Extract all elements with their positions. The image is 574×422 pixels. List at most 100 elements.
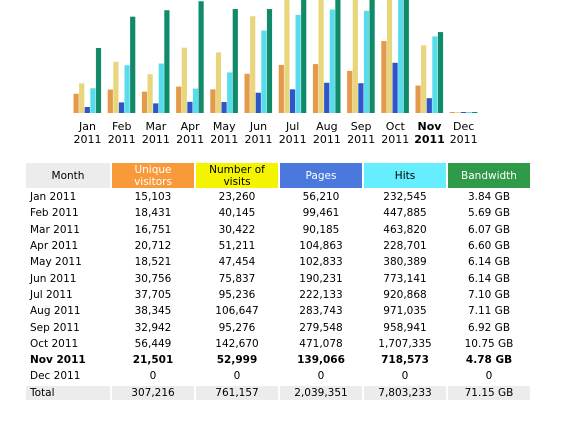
month-label: Jun (249, 120, 267, 133)
bar (398, 0, 404, 113)
bar (147, 74, 153, 113)
cell: 52,999 (216, 354, 258, 367)
total-cell: 2,039,351 (280, 385, 362, 400)
bar (130, 16, 136, 113)
cell: 47,454 (218, 256, 256, 269)
cell: Oct 2011 (30, 337, 79, 350)
month-label: Oct (386, 120, 406, 133)
year-label: 2011 (176, 133, 204, 146)
cell: 0 (149, 370, 157, 383)
month-row: Aug 2011 38,345 106,647 283,743 971,035 7.11 … (26, 304, 530, 318)
monthly-chart: Jan2011Feb2011Mar2011Apr2011May2011Jun20… (73, 0, 478, 146)
cell: 773,141 (383, 272, 427, 285)
cell: 10.75 GB (464, 337, 514, 350)
cell: 18,431 (134, 207, 172, 220)
cell: 37,705 (134, 288, 172, 301)
cell: 4.78 GB (465, 354, 513, 367)
cell: 40,145 (218, 207, 256, 220)
cell: Dec 2011 (30, 370, 81, 383)
cell: Nov 2011 (30, 354, 86, 367)
month-row: Jul 2011 37,705 95,236 222,133 920,868 7.10 G… (26, 288, 530, 302)
year-label: 2011 (108, 133, 136, 146)
bar (449, 112, 455, 113)
year-label: 2011 (279, 133, 307, 146)
cell: 380,389 (383, 256, 427, 269)
bar (466, 112, 472, 113)
cell: 0 (317, 370, 325, 383)
bar (73, 93, 79, 113)
bar (392, 62, 398, 113)
month-row: Oct 2011 56,449 142,670 471,078 1,707,335 10.… (26, 337, 530, 351)
month-row: Nov 2011 21,501 52,999 139,066 718,573 4.78 G… (26, 353, 530, 367)
month-row: Jan 2011 15,103 23,260 56,210 232,545 3.84 GB (26, 190, 530, 204)
bar (95, 47, 102, 113)
cell: 21,501 (132, 354, 174, 367)
cell: Mar 2011 (30, 223, 80, 236)
bar (90, 88, 96, 113)
bar (198, 1, 204, 113)
bar (227, 72, 233, 113)
year-label: 2011 (210, 133, 238, 146)
cell: 0 (233, 370, 241, 383)
cell: 228,701 (383, 240, 427, 253)
year-label: 2011 (74, 133, 102, 146)
bar (261, 30, 267, 114)
cell: 463,820 (383, 223, 427, 236)
month-label: Nov (418, 120, 443, 133)
header-cell: Number of visits (196, 163, 278, 188)
total-cell: Total (26, 385, 110, 400)
bar (84, 107, 90, 113)
cell: 222,133 (299, 288, 343, 301)
monthly-table: Month Unique visitors Number of visits Page… (24, 161, 532, 402)
bar (415, 85, 421, 113)
bar (347, 70, 353, 113)
total-cell: 761,157 (196, 385, 278, 400)
cell: Aug 2011 (30, 305, 81, 318)
bar (164, 10, 170, 113)
bar (432, 36, 438, 113)
year-label: 2011 (414, 133, 445, 146)
bar (301, 0, 307, 113)
header-cell: Pages (280, 163, 362, 188)
header-cell: Month (26, 163, 110, 188)
cell: Jul 2011 (30, 288, 73, 301)
cell: 920,868 (383, 288, 427, 301)
bar (181, 47, 187, 114)
bar (472, 112, 478, 113)
bar (210, 89, 216, 113)
bar (335, 0, 341, 114)
bar (284, 0, 290, 113)
month-row: Mar 2011 16,751 30,422 90,185 463,820 6.07 GB (26, 223, 530, 237)
bar (192, 88, 199, 113)
cell: 56,449 (134, 337, 172, 350)
bar (124, 65, 130, 113)
cell: 7.10 GB (467, 288, 511, 301)
month-label: Jul (285, 120, 299, 133)
cell: 232,545 (383, 191, 427, 204)
cell: 7.11 GB (467, 305, 511, 318)
bar (363, 10, 370, 114)
year-label: 2011 (381, 133, 409, 146)
cell: 0 (485, 370, 493, 383)
bar (403, 0, 409, 113)
cell: Apr 2011 (30, 240, 79, 253)
bar (113, 61, 119, 113)
bar (266, 9, 273, 114)
bar (312, 64, 319, 113)
month-label: Aug (316, 120, 337, 133)
bar (437, 32, 444, 114)
bar (358, 83, 364, 113)
bar (79, 83, 85, 113)
cell: 15,103 (134, 191, 172, 204)
cell: 32,942 (134, 321, 172, 334)
cell: Sep 2011 (30, 321, 80, 334)
month-row: Dec 2011 0 0 0 0 0 (26, 369, 530, 383)
cell: 18,521 (134, 256, 172, 269)
header-cell: Hits (364, 163, 446, 188)
bar (295, 14, 301, 113)
bar (460, 112, 467, 113)
bar (278, 64, 284, 113)
cell: 99,461 (302, 207, 340, 220)
cell: 1,707,335 (378, 337, 432, 350)
month-label: May (213, 120, 236, 133)
